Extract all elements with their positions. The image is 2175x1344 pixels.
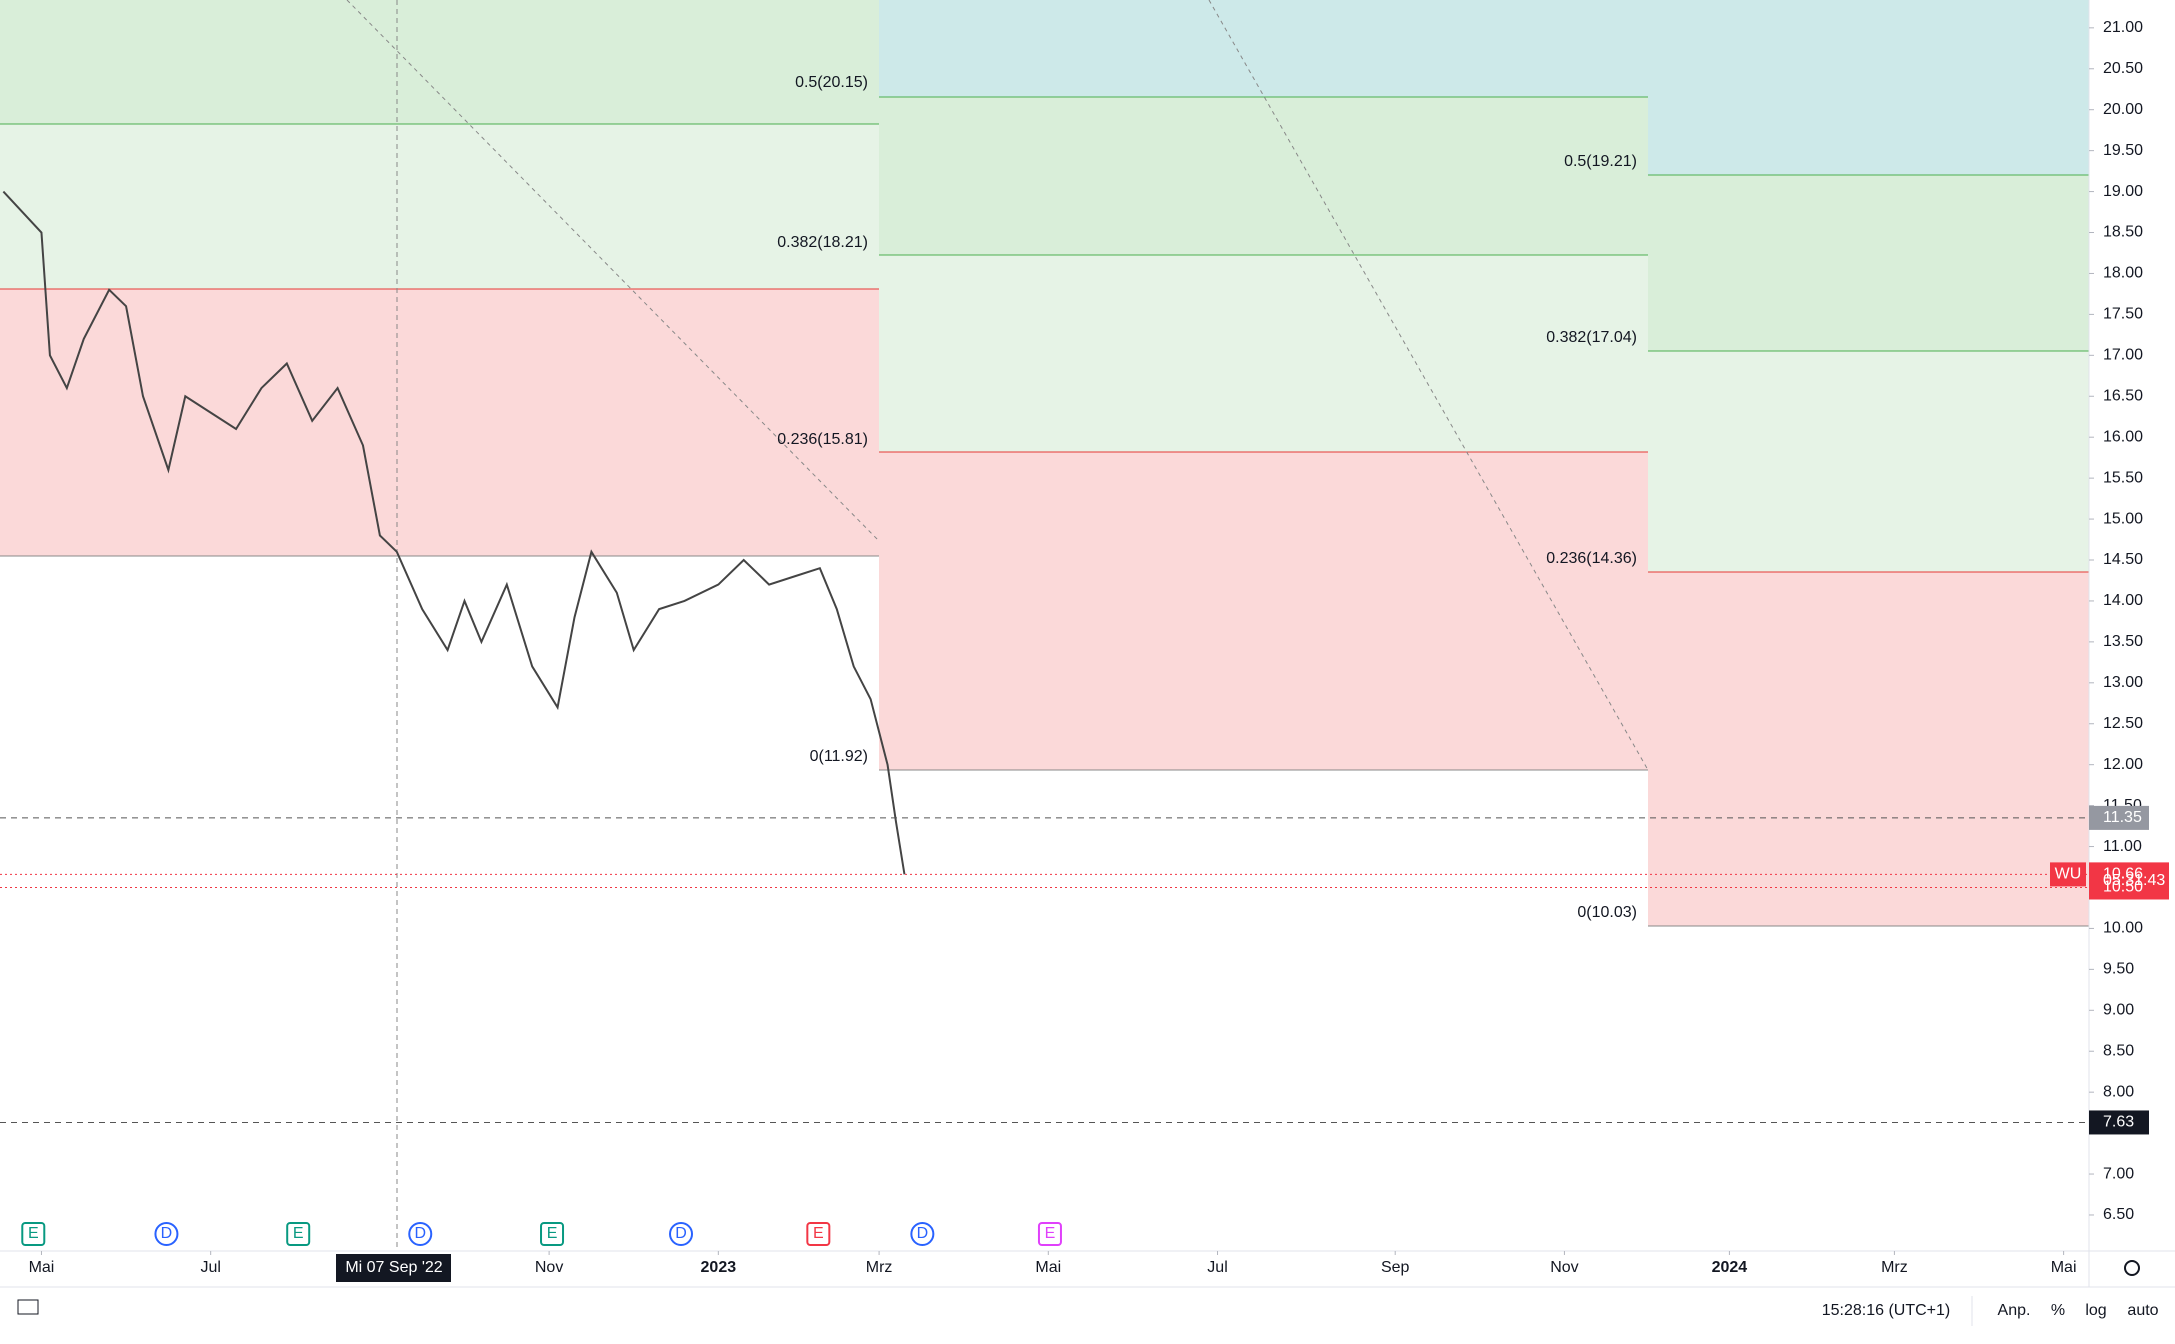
event-label: E xyxy=(1045,1225,1056,1242)
event-label: E xyxy=(28,1225,39,1242)
x-tick-label: Mai xyxy=(1035,1259,1061,1276)
clock: 15:28:16 (UTC+1) xyxy=(1822,1302,1951,1319)
countdown: 05:31:43 xyxy=(2103,872,2165,889)
event-marker[interactable] xyxy=(540,1222,565,1246)
level-box xyxy=(2089,1110,2149,1135)
crosshair-date: Mi 07 Sep '22 xyxy=(345,1259,442,1276)
y-tick-label: 21.00 xyxy=(2103,19,2143,36)
price-line xyxy=(2,190,906,875)
event-label: D xyxy=(917,1225,929,1242)
y-tick-label: 20.00 xyxy=(2103,101,2143,118)
y-tick-label: 19.00 xyxy=(2103,183,2143,200)
event-marker[interactable] xyxy=(154,1222,179,1246)
event-label: E xyxy=(813,1225,824,1242)
y-tick-label: 9.50 xyxy=(2103,961,2134,978)
y-tick-label: 18.00 xyxy=(2103,265,2143,282)
event-marker[interactable] xyxy=(408,1222,433,1246)
x-tick-label: Nov xyxy=(535,1259,563,1276)
toolbar: 15:28:16 (UTC+1) Anp. % log auto xyxy=(17,1260,2159,1326)
crosshair-date-box xyxy=(336,1254,451,1282)
y-tick-label: 13.00 xyxy=(2103,674,2143,691)
fib-label: 0.5(19.21) xyxy=(1564,153,1637,170)
y-tick-label: 16.50 xyxy=(2103,387,2143,404)
x-tick-label: 2023 xyxy=(701,1259,737,1276)
y-tick-label: 15.00 xyxy=(2103,510,2143,527)
level-label: 11.35 xyxy=(2103,809,2142,826)
x-tick-label: Mrz xyxy=(866,1259,893,1276)
symbol-label: WU xyxy=(2055,866,2082,883)
fib-label: 0(10.03) xyxy=(1577,904,1637,921)
fib-label: 0.382(17.04) xyxy=(1546,329,1637,346)
x-tick-label: Mai xyxy=(29,1259,55,1276)
event-label: E xyxy=(293,1225,304,1242)
event-marker[interactable] xyxy=(806,1222,831,1246)
event-marker[interactable] xyxy=(1037,1222,1062,1246)
fib-label: 0.5(20.15) xyxy=(795,74,868,91)
event-label: D xyxy=(675,1225,687,1242)
y-tick-label: 15.50 xyxy=(2103,469,2143,486)
fib-zones xyxy=(0,0,2089,1251)
y-tick-label: 14.00 xyxy=(2103,592,2143,609)
y-tick-label: 17.00 xyxy=(2103,347,2143,364)
y-tick-label: 20.50 xyxy=(2103,60,2143,77)
y-tick-label: 17.50 xyxy=(2103,306,2143,323)
fib-label: 0.382(18.21) xyxy=(777,234,868,251)
y-tick-label: 9.00 xyxy=(2103,1002,2134,1019)
price-box xyxy=(2089,862,2169,900)
fib-label: 0.236(15.81) xyxy=(777,431,868,448)
y-tick-label: 8.50 xyxy=(2103,1042,2134,1059)
event-label: D xyxy=(161,1225,173,1242)
event-marker[interactable] xyxy=(286,1222,311,1246)
level-label: 7.63 xyxy=(2103,1114,2134,1131)
x-tick-label: Sep xyxy=(1381,1259,1410,1276)
percent-button[interactable]: % xyxy=(2051,1302,2065,1319)
y-tick-label: 19.50 xyxy=(2103,142,2143,159)
adjust-button[interactable]: Anp. xyxy=(1998,1302,2031,1319)
level-box xyxy=(2089,805,2149,830)
fib-label: 0.236(14.36) xyxy=(1546,550,1637,567)
y-tick-label: 14.50 xyxy=(2103,551,2143,568)
event-label: E xyxy=(547,1225,558,1242)
settings-icon[interactable] xyxy=(2124,1260,2140,1276)
y-tick-label: 12.50 xyxy=(2103,715,2143,732)
x-tick-label: 2024 xyxy=(1712,1259,1748,1276)
y-tick-label: 11.00 xyxy=(2103,838,2142,855)
x-tick-label: Jul xyxy=(1207,1259,1227,1276)
symbol-box xyxy=(2050,862,2086,887)
last-price-label: 10.66 xyxy=(2103,866,2143,883)
event-marker[interactable] xyxy=(669,1222,694,1246)
y-tick-label: 13.50 xyxy=(2103,633,2143,650)
y-tick-label: 6.50 xyxy=(2103,1206,2134,1223)
event-marker[interactable] xyxy=(910,1222,935,1246)
x-tick-label: Nov xyxy=(1550,1259,1578,1276)
log-button[interactable]: log xyxy=(2085,1302,2106,1319)
y-tick-label: 18.50 xyxy=(2103,224,2143,241)
replay-icon[interactable] xyxy=(17,1299,39,1315)
event-marker[interactable] xyxy=(21,1222,46,1246)
x-tick-label: Mrz xyxy=(1881,1259,1908,1276)
fib-label: 0(11.92) xyxy=(810,748,868,765)
event-label: D xyxy=(414,1225,426,1242)
low-price-label: 10.50 xyxy=(2103,879,2143,896)
y-tick-label: 12.00 xyxy=(2103,756,2143,773)
y-tick-label: 8.00 xyxy=(2103,1083,2134,1100)
x-tick-label: Jul xyxy=(200,1259,220,1276)
auto-button[interactable]: auto xyxy=(2127,1302,2158,1319)
y-tick-label: 10.00 xyxy=(2103,920,2143,937)
x-tick-label: Mai xyxy=(2051,1259,2077,1276)
y-tick-label: 16.00 xyxy=(2103,428,2143,445)
y-tick-label: 7.00 xyxy=(2103,1165,2134,1182)
